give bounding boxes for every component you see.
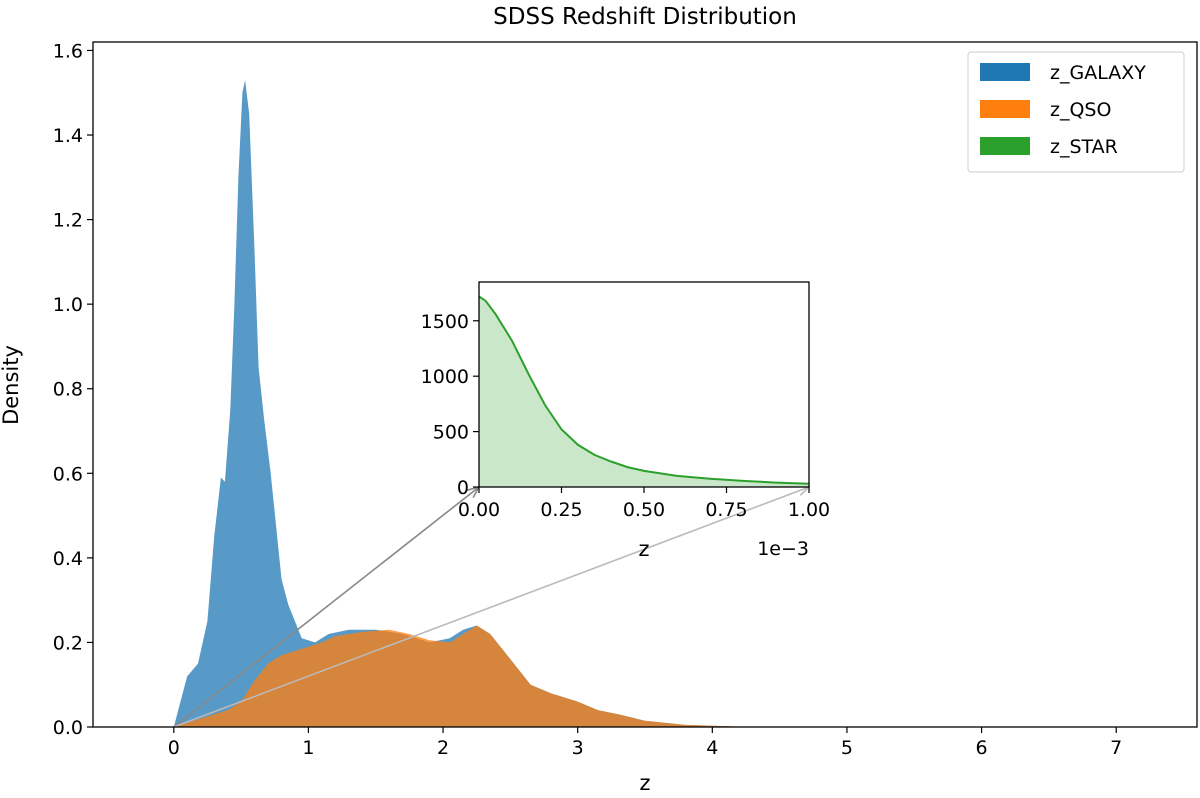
main-x-axis: 0 1 2 3 4 5 6 7 — [168, 727, 1122, 759]
inset-x-tick-label: 0.75 — [705, 499, 747, 521]
y-tick-label: 0.6 — [53, 463, 83, 485]
main-series-layer — [173, 80, 1171, 728]
x-tick-label: 2 — [437, 737, 449, 759]
inset-chart: 0.00 0.25 0.50 0.75 1.00 0 500 1000 1500 z 1e−3 — [421, 281, 830, 561]
inset-x-tick-label: 1.00 — [788, 499, 830, 521]
inset-x-axis-label: z — [638, 537, 649, 561]
main-y-axis: 0.0 0.2 0.4 0.6 0.8 1.0 1.2 1.4 1.6 — [53, 40, 93, 739]
inset-y-axis: 0 500 1000 1500 — [421, 311, 479, 499]
inset-x-tick-label: 0.50 — [623, 499, 665, 521]
x-axis-label: z — [639, 771, 650, 795]
y-tick-label: 1.2 — [53, 210, 83, 232]
main-plot-frame — [92, 41, 1198, 728]
y-tick-label: 1.4 — [53, 125, 83, 147]
y-tick-label: 1.0 — [53, 294, 83, 316]
legend-swatch-z-qso — [980, 100, 1030, 118]
inset-series-layer — [478, 295, 810, 487]
y-tick-label: 0.8 — [53, 379, 83, 401]
x-tick-label: 5 — [841, 737, 853, 759]
x-tick-label: 3 — [572, 737, 584, 759]
inset-y-tick-label: 0 — [457, 477, 469, 499]
inset-x-tick-label: 0.00 — [458, 499, 500, 521]
x-tick-label: 6 — [976, 737, 988, 759]
x-tick-label: 0 — [168, 737, 180, 759]
x-tick-label: 4 — [706, 737, 718, 759]
legend-swatch-z-star — [980, 137, 1030, 155]
inset-y-tick-label: 500 — [433, 422, 469, 444]
inset-series-area — [479, 296, 809, 487]
inset-x-tick-label: 0.25 — [540, 499, 582, 521]
y-axis-label: Density — [0, 345, 23, 425]
series-area-z-qso — [173, 625, 1171, 727]
legend-swatch-z-galaxy — [980, 63, 1030, 81]
inset-x-offset-text: 1e−3 — [757, 538, 809, 560]
legend: z_GALAXY z_QSO z_STAR — [967, 51, 1185, 173]
y-tick-label: 1.6 — [53, 40, 83, 62]
chart-title: SDSS Redshift Distribution — [493, 4, 797, 30]
inset-series-line — [478, 295, 810, 485]
legend-label: z_STAR — [1050, 136, 1118, 158]
legend-label: z_QSO — [1050, 99, 1111, 121]
inset-x-axis: 0.00 0.25 0.50 0.75 1.00 — [458, 487, 830, 521]
inset-y-tick-label: 1000 — [421, 366, 469, 388]
y-tick-label: 0.0 — [53, 717, 83, 739]
x-tick-label: 7 — [1110, 737, 1122, 759]
y-tick-label: 0.4 — [53, 548, 83, 570]
x-tick-label: 1 — [302, 737, 314, 759]
y-tick-label: 0.2 — [53, 632, 83, 654]
inset-y-tick-label: 1500 — [421, 311, 469, 333]
zoom-connector-line — [173, 486, 810, 728]
zoom-connector-line — [173, 486, 480, 728]
legend-label: z_GALAXY — [1050, 62, 1146, 84]
